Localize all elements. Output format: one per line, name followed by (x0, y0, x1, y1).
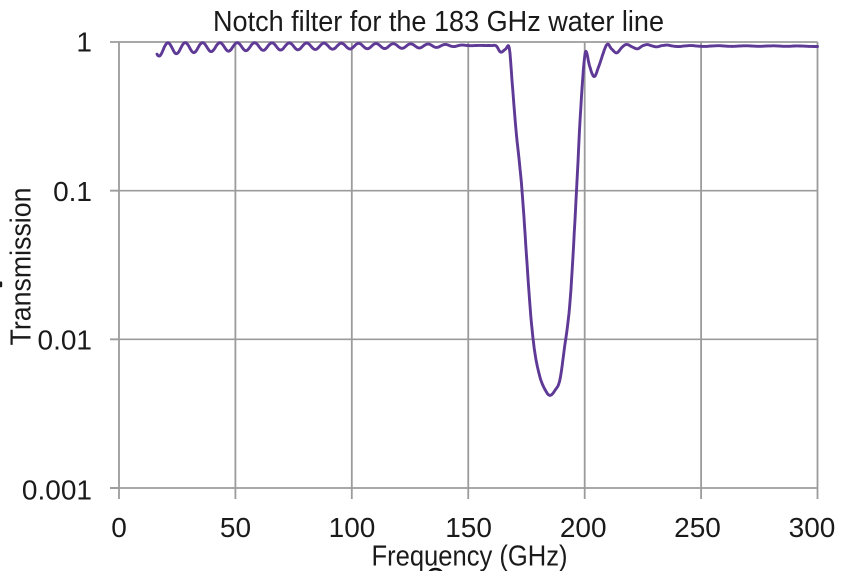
svg-text:0.001: 0.001 (22, 475, 92, 506)
svg-text:300: 300 (789, 512, 836, 543)
svg-text:100: 100 (329, 512, 376, 543)
svg-text:0.1: 0.1 (53, 176, 92, 207)
svg-text:250: 250 (674, 512, 721, 543)
svg-text:Frequency (GHz): Frequency (GHz) (372, 541, 568, 571)
svg-text:0.01: 0.01 (38, 325, 93, 356)
svg-text:Transmission: Transmission (6, 188, 38, 346)
svg-text:200: 200 (560, 512, 607, 543)
svg-text:0: 0 (111, 512, 127, 543)
svg-text:50: 50 (220, 512, 251, 543)
svg-text:1: 1 (76, 27, 92, 58)
svg-text:150: 150 (445, 512, 492, 543)
svg-text:Notch filter for the 183 GHz w: Notch filter for the 183 GHz water line (213, 6, 664, 38)
